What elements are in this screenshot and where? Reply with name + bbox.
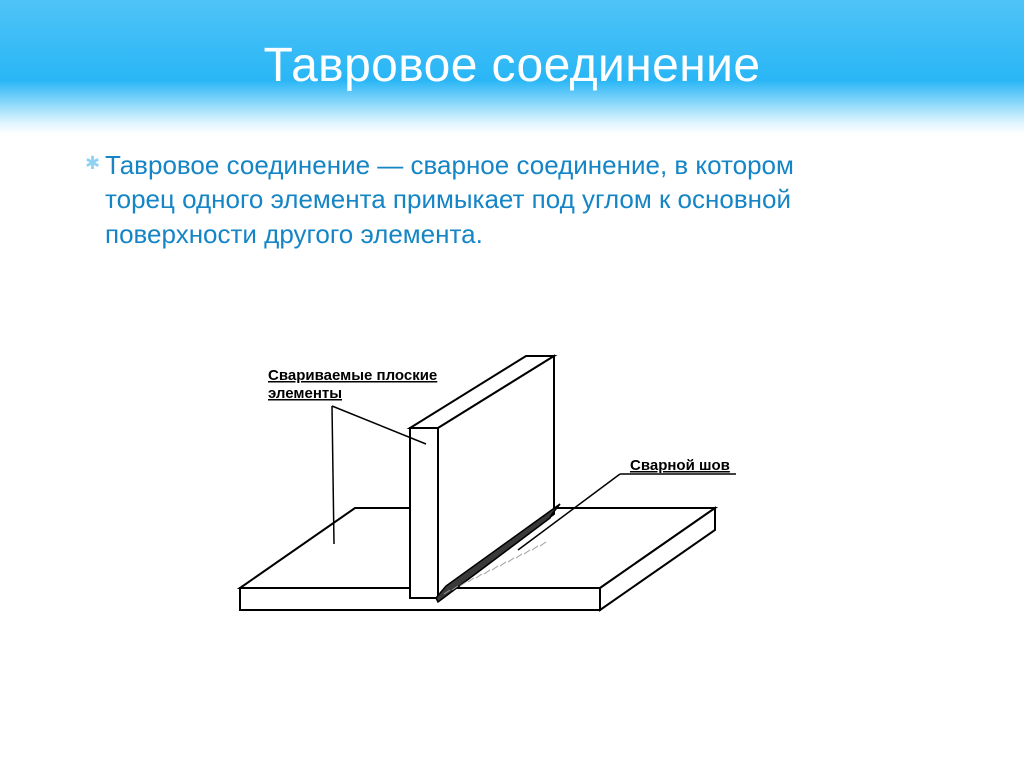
label-flat-elements-l1: Свариваемые плоские [268,367,437,384]
label-weld-seam: Сварной шов [630,457,730,474]
bullet-star-icon: ✱ [85,154,100,172]
body-text: ✱ Тавровое соединение — сварное соединен… [105,148,845,251]
slide-title: Тавровое соединение [0,38,1024,93]
vertical-front-face [410,428,438,598]
tee-joint-diagram: Свариваемые плоские элементы Сварной шов [200,350,760,670]
label-flat-elements-l2: элементы [268,385,342,402]
title-header: Тавровое соединение [0,0,1024,134]
body-paragraph: Тавровое соединение — сварное соединение… [105,150,794,249]
slide: Тавровое соединение ✱ Тавровое соединени… [0,0,1024,767]
